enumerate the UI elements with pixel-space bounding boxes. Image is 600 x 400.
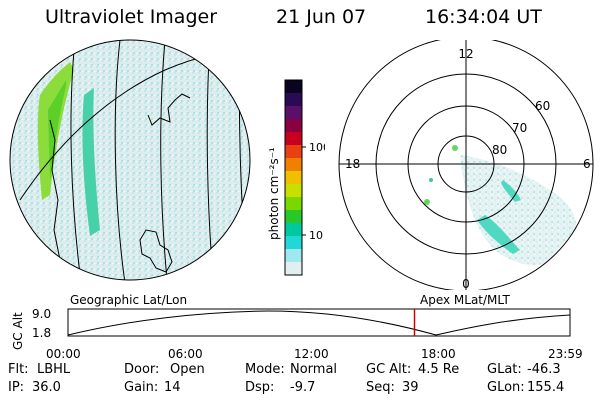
date-label: 21 Jun 07 xyxy=(276,6,367,28)
timeline-x-tick: 23:59 xyxy=(548,347,583,361)
timeline-x-tick: 06:00 xyxy=(168,347,203,361)
polar-plot: 12 18 6 0 60 70 80 xyxy=(338,40,594,290)
colorbar-band xyxy=(285,184,302,198)
info-value: Normal xyxy=(290,362,338,377)
mlt-label-dusk: 18 xyxy=(345,157,360,171)
mlt-label-midnight: 0 xyxy=(462,277,470,290)
timeline-y-tick-bottom: 1.8 xyxy=(32,326,51,340)
colorbar-band xyxy=(285,236,302,250)
colorbar-band xyxy=(285,119,302,133)
geographic-image xyxy=(9,39,251,281)
colorbar-band xyxy=(285,80,302,94)
info-label: Dsp: xyxy=(245,380,275,395)
colorbar-tick-label: 10 xyxy=(309,229,323,242)
lat-label-80: 80 xyxy=(492,143,507,157)
colorbar-band xyxy=(285,223,302,237)
info-value: 4.5 Re xyxy=(418,362,460,377)
info-value: 36.0 xyxy=(32,380,61,395)
info-label: Flt: xyxy=(8,362,29,377)
colorbar-band xyxy=(285,106,302,120)
timeline-y-tick-top: 9.0 xyxy=(32,307,51,321)
info-value: Open xyxy=(170,362,205,377)
lat-label-70: 70 xyxy=(512,121,527,135)
info-value: -9.7 xyxy=(290,380,316,395)
polar-grid xyxy=(338,40,594,290)
altitude-timeline: GC Alt 9.0 1.8 00:00 06:00 12:00 18:00 2… xyxy=(11,307,583,361)
info-label: GLon: xyxy=(487,380,525,395)
instrument-title: Ultraviolet Imager xyxy=(45,6,218,28)
colorbar: 100 10 photon cm⁻²s⁻¹ xyxy=(267,79,325,276)
colorbar-band xyxy=(285,262,302,276)
info-label: Door: xyxy=(124,362,160,377)
info-label: GLat: xyxy=(487,362,522,377)
info-label: IP: xyxy=(8,380,25,395)
colorbar-band xyxy=(285,93,302,107)
mlt-label-noon: 12 xyxy=(458,47,473,61)
auroral-arc-secondary xyxy=(82,88,100,236)
colorbar-band xyxy=(285,249,302,263)
timeline-left-label: Geographic Lat/Lon xyxy=(70,293,188,307)
auroral-dot xyxy=(429,178,433,182)
timeline-x-tick: 12:00 xyxy=(294,347,329,361)
colorbar-gradient xyxy=(285,80,302,276)
lat-label-60: 60 xyxy=(535,99,550,113)
info-label: Mode: xyxy=(245,362,285,377)
info-label: Seq: xyxy=(366,380,395,395)
colorbar-band xyxy=(285,132,302,146)
info-value: -46.3 xyxy=(527,362,561,377)
info-value: 39 xyxy=(402,380,419,395)
auroral-oval xyxy=(460,155,578,265)
colorbar-frame xyxy=(284,79,303,276)
timeline-right-label: Apex MLat/MLT xyxy=(420,293,510,307)
timeline-x-tick: 00:00 xyxy=(46,347,81,361)
info-label: Gain: xyxy=(124,380,159,395)
info-label: GC Alt: xyxy=(366,362,412,377)
auroral-spot xyxy=(501,180,521,202)
timeline-x-tick: 18:00 xyxy=(421,347,456,361)
info-value: 14 xyxy=(164,380,181,395)
altitude-curve xyxy=(67,310,571,336)
auroral-dot xyxy=(452,145,458,151)
info-value: LBHL xyxy=(37,362,71,377)
colorbar-band xyxy=(285,171,302,185)
image-boundary xyxy=(9,39,251,281)
auroral-brightening xyxy=(477,215,520,254)
colorbar-band xyxy=(285,145,302,159)
timeline-y-axis-label: GC Alt xyxy=(11,312,25,350)
info-value: 155.4 xyxy=(527,380,565,395)
colorbar-band xyxy=(285,210,302,224)
auroral-arc-core xyxy=(48,80,66,180)
colorbar-unit-label: photon cm⁻²s⁻¹ xyxy=(267,147,281,240)
timeline-frame xyxy=(67,308,571,337)
colorbar-tick-label: 100 xyxy=(309,141,325,154)
time-label: 16:34:04 UT xyxy=(425,6,542,28)
colorbar-band xyxy=(285,158,302,172)
auroral-dot xyxy=(424,199,430,205)
colorbar-band xyxy=(285,197,302,211)
mlt-label-dawn: 6 xyxy=(583,157,591,171)
